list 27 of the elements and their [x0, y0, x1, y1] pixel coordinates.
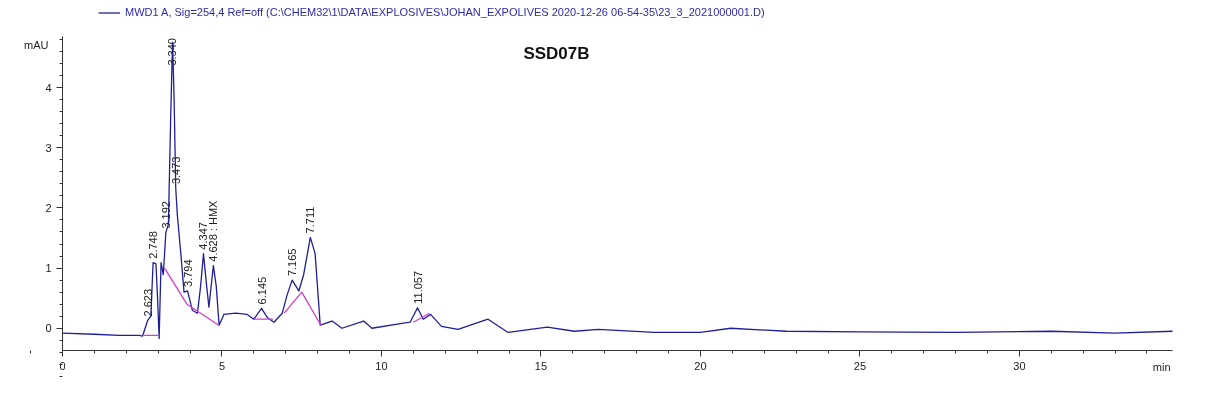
x-tick-label: 30	[1013, 359, 1026, 372]
y-tick-label: 4	[45, 81, 52, 94]
annotation: 7.165	[286, 248, 299, 277]
chart-title: SSD07B	[523, 43, 590, 63]
annotation: 6.145	[255, 276, 268, 305]
x-tick-label: 5	[218, 359, 226, 372]
y-tick-label: 3	[45, 141, 52, 154]
y-tick-label: 1	[45, 262, 52, 275]
x-tick-label: 25	[853, 359, 867, 372]
y-axis-title: mAU	[24, 38, 49, 51]
annotation: 7.711	[304, 206, 317, 234]
x-tick-label: 15	[534, 359, 548, 372]
annotation: 3.192	[159, 201, 172, 229]
annotation: 3.794	[181, 259, 194, 287]
annotation: 2.748	[147, 231, 160, 259]
annotation: 3.473	[169, 156, 182, 185]
x-tick-label: 10	[375, 359, 388, 372]
annotation: 11.057	[411, 270, 424, 304]
x-axis-title: min	[1152, 360, 1171, 373]
legend-label: MWD1 A, Sig=254,4 Ref=off (C:\CHEM32\1\DATA\EXPLOSIVES\JOHAN_EXPOLIVES 2020-12-26 06-54-35\23_3_2021000001.D)	[125, 6, 765, 18]
annotation: 4.347	[197, 222, 210, 250]
annotation: 3.340	[165, 38, 178, 66]
y-tick-label: 2	[45, 201, 52, 214]
annotation: 4.628 : HMX	[207, 199, 220, 262]
x-tick-label: 20	[694, 359, 707, 372]
y-tick-label: 0	[45, 322, 52, 335]
annotation: 2.623	[141, 288, 154, 317]
